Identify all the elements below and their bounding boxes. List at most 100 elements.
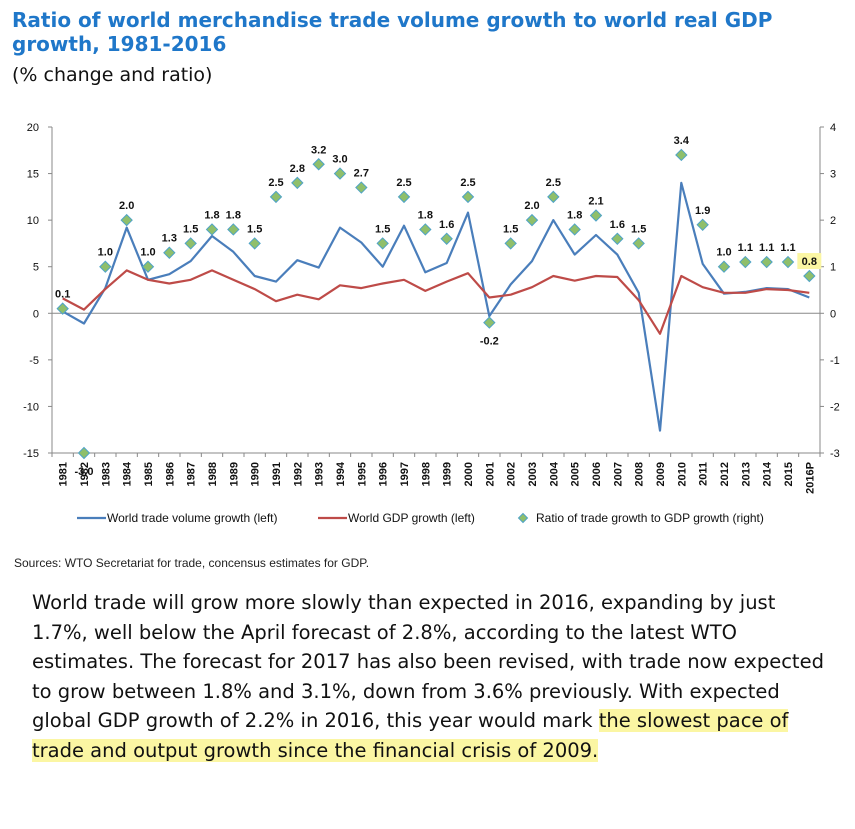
x-tick-label: 2007 <box>612 462 624 486</box>
x-tick-label: 1992 <box>292 462 304 486</box>
ratio-point <box>77 446 91 460</box>
left-tick-label: -15 <box>23 448 39 460</box>
chart-points <box>56 148 816 460</box>
ratio-point <box>312 158 325 171</box>
ratio-data-label: 1.9 <box>695 205 710 217</box>
ratio-data-label: 2.5 <box>268 177 283 189</box>
x-tick-label: 1996 <box>378 462 390 486</box>
ratio-data-label: 3.0 <box>332 154 347 166</box>
page-subtitle: (% change and ratio) <box>12 64 213 86</box>
ratio-point <box>99 260 112 273</box>
x-tick-label: 1988 <box>207 462 219 486</box>
page-title: Ratio of world merchandise trade volume … <box>12 8 773 56</box>
x-tick-label: 1999 <box>442 462 454 486</box>
ratio-data-label: 1.0 <box>98 247 113 259</box>
ratio-point <box>781 255 795 269</box>
ratio-data-label: -3.0 <box>75 466 94 478</box>
ratio-data-label: 1.0 <box>140 247 155 259</box>
ratio-point <box>56 302 69 315</box>
x-tick-label: 1993 <box>314 462 326 486</box>
ratio-data-label: 1.5 <box>183 223 198 235</box>
ratio-data-label: 1.6 <box>610 219 625 231</box>
ratio-data-label: 1.5 <box>247 223 262 235</box>
ratio-point <box>632 237 645 250</box>
ratio-point <box>803 269 816 283</box>
chart-series <box>62 181 810 432</box>
legend-ratio-label: Ratio of trade growth to GDP growth (rig… <box>536 511 764 525</box>
x-tick-label: 2015 <box>783 462 795 486</box>
ratio-point <box>120 213 133 227</box>
x-tick-label: 1994 <box>335 461 347 486</box>
legend-trade-label: World trade volume growth (left) <box>107 511 278 525</box>
ratio-data-label: 2.7 <box>354 168 369 180</box>
chart-data-labels: 0.1 -3.0 1.0 2.0 1.0 1.3 1.5 1.8 1.8 1.5 2.5 2.8 3.2… <box>55 135 822 478</box>
ratio-data-label: 1.5 <box>631 223 646 235</box>
x-tick-label: 1985 <box>143 462 155 486</box>
x-tick-label: 1995 <box>356 462 368 486</box>
x-tick-label: 1987 <box>186 462 198 486</box>
x-tick-label: 2013 <box>740 462 752 486</box>
x-tick-label: 2016P <box>804 462 816 494</box>
ratio-data-label: 2.0 <box>524 200 539 212</box>
right-tick-label: 3 <box>830 169 836 181</box>
ratio-data-label: 1.5 <box>503 223 518 235</box>
ratio-point <box>611 232 624 245</box>
x-tick-label: 1998 <box>420 462 432 486</box>
x-tick-label: 1986 <box>164 462 176 486</box>
ratio-label-highlight <box>797 253 822 270</box>
trade-volume-line <box>62 181 810 432</box>
ratio-point <box>205 223 219 236</box>
ratio-point <box>269 190 283 204</box>
x-tick-label: 1991 <box>271 462 283 486</box>
ratio-point <box>163 246 176 259</box>
ratio-point <box>760 255 773 269</box>
left-tick-label: -5 <box>29 355 39 367</box>
x-tick-label: 2004 <box>548 461 560 486</box>
right-tick-label: -1 <box>830 355 840 367</box>
ratio-point <box>440 232 453 245</box>
ratio-point <box>141 260 155 273</box>
x-tick-label: 2001 <box>484 462 496 486</box>
ratio-data-label: 2.5 <box>396 177 411 189</box>
x-tick-label: 1983 <box>100 462 112 486</box>
ratio-point <box>333 167 347 180</box>
ratio-point <box>227 223 240 236</box>
ratio-data-label: 1.0 <box>716 247 731 259</box>
x-tick-label: 2014 <box>762 461 774 486</box>
ratio-data-label: 1.1 <box>780 242 795 254</box>
ratio-data-label: 1.1 <box>738 242 753 254</box>
ratio-data-label: 3.4 <box>674 135 690 147</box>
left-tick-label: 10 <box>27 215 39 227</box>
ratio-point <box>525 213 539 227</box>
right-tick-label: 4 <box>830 122 836 134</box>
ratio-point <box>397 190 411 204</box>
left-tick-label: 20 <box>27 122 39 134</box>
ratio-point <box>589 209 603 222</box>
ratio-data-label: 1.3 <box>162 233 177 245</box>
x-tick-label: 1982 <box>79 462 91 486</box>
ratio-point <box>184 237 197 250</box>
ratio-point <box>355 181 368 194</box>
chart-legend: World trade volume growth (left) World GD… <box>77 511 764 525</box>
left-tick-label: 5 <box>33 262 39 274</box>
x-tick-label: 2009 <box>655 462 667 486</box>
ratio-point <box>739 255 752 269</box>
x-tick-label: 2011 <box>698 462 710 486</box>
right-tick-label: -3 <box>830 448 840 460</box>
legend-ratio-swatch <box>517 512 529 524</box>
ratio-data-label: 2.0 <box>119 200 134 212</box>
ratio-data-label: 3.2 <box>311 144 326 156</box>
ratio-data-label: 0.1 <box>55 289 70 301</box>
left-tick-label: -10 <box>23 401 39 413</box>
x-tick-label: 2005 <box>570 462 582 486</box>
body-paragraph: World trade will grow more slowly than e… <box>32 588 832 765</box>
x-tick-label: 1990 <box>250 462 262 486</box>
ratio-data-label: 1.5 <box>375 223 390 235</box>
ratio-point <box>696 218 709 232</box>
ratio-data-label: 2.8 <box>290 163 305 175</box>
right-tick-label: 2 <box>830 215 836 227</box>
ratio-data-label: 1.8 <box>418 209 433 221</box>
ratio-point <box>568 223 581 236</box>
